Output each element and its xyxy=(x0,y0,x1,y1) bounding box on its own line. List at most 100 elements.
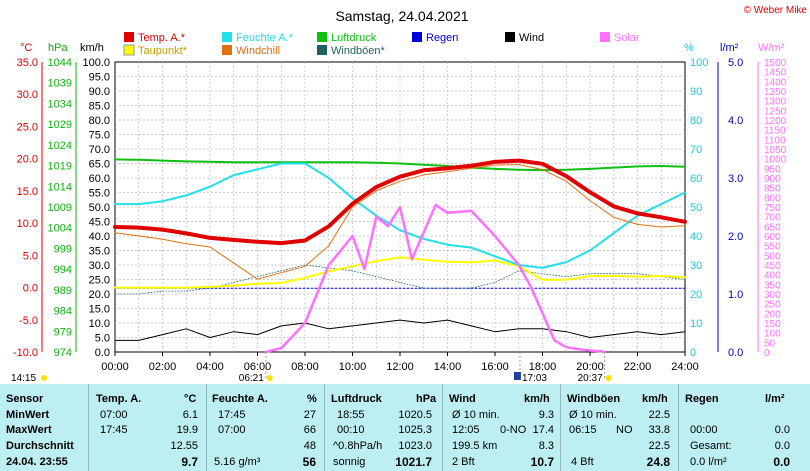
wind-tick-label: 95.0 xyxy=(89,72,110,84)
press-max-time: 00:10 xyxy=(337,424,365,436)
pressure-tick-label: 979 xyxy=(54,326,72,338)
temp-now: 9.7 xyxy=(181,455,198,469)
humidity-tick-label: 90 xyxy=(690,86,702,98)
table-divider xyxy=(88,384,89,471)
legend: Temp. A.* Feuchte A.* Luftdruck Regen Wind So… xyxy=(123,32,640,57)
table-divider xyxy=(678,384,679,471)
press-max-val: 1025.3 xyxy=(398,424,432,436)
solar-tick-label: 1300 xyxy=(764,97,787,108)
current-time-sun-icon xyxy=(41,375,47,381)
pressure-tick-label: 1044 xyxy=(48,57,72,69)
temp-min-time: 07:00 xyxy=(100,409,128,421)
hdr-rain-unit: l/m² xyxy=(765,393,785,405)
wind-bft: 2 Bft xyxy=(452,456,475,468)
solar-tick-label: 750 xyxy=(764,203,781,214)
temp-tick-label: 30.0 xyxy=(17,89,38,101)
rain-unit-label: l/m² xyxy=(720,42,739,54)
solar-tick-label: 150 xyxy=(764,319,781,330)
wind-tick-label: 0.0 xyxy=(95,347,110,359)
solar-tick-label: 1450 xyxy=(764,68,787,79)
rain-tick-label: 2.0 xyxy=(728,231,743,243)
legend-label: Luftdruck xyxy=(331,32,377,44)
gust-avg-val: 22.5 xyxy=(648,440,670,452)
copyright-text: © Weber Mike xyxy=(744,5,808,16)
rain-total-label: Gesamt: xyxy=(690,440,732,452)
pressure-tick-label: 1009 xyxy=(48,202,72,214)
wind-tick-label: 15.0 xyxy=(89,304,110,316)
solar-tick-label: 800 xyxy=(764,193,781,204)
legend-swatch xyxy=(222,32,232,42)
humidity-tick-label: 60 xyxy=(690,173,702,185)
wind-tick-label: 50.0 xyxy=(89,202,110,214)
current-time-label: 14:15 xyxy=(11,373,36,384)
hdr-press: Luftdruck xyxy=(331,393,382,405)
hdr-wind: Wind xyxy=(449,393,476,405)
pressure-tick-label: 994 xyxy=(54,264,72,276)
solar-tick-label: 1200 xyxy=(764,116,787,127)
rain-total-val: 0.0 xyxy=(774,440,790,452)
temp-tick-label: -5.0 xyxy=(19,315,38,327)
pressure-tick-label: 974 xyxy=(54,347,72,359)
solar-tick-label: 50 xyxy=(764,338,776,349)
temperature-line xyxy=(113,158,687,246)
wind-tick-label: 100.0 xyxy=(82,57,110,69)
solar-tick-label: 850 xyxy=(764,184,781,195)
press-min-time: 18:55 xyxy=(337,409,365,421)
wind-tick-label: 60.0 xyxy=(89,173,110,185)
wind-tick-label: 90.0 xyxy=(89,86,110,98)
humidity-tick-label: 50 xyxy=(690,202,702,214)
time-tick-label: 02:00 xyxy=(149,361,177,373)
wind-max-dir: 0-NO xyxy=(500,424,527,436)
solar-tick-label: 1000 xyxy=(764,155,787,166)
temp-tick-label: 0.0 xyxy=(23,283,38,295)
humidity-tick-label: 0 xyxy=(690,347,696,359)
gust-now: 24.8 xyxy=(646,455,670,469)
wind-max-val: 17.4 xyxy=(532,424,554,436)
temp-min-val: 6.1 xyxy=(182,409,198,421)
time-tick-label: 12:00 xyxy=(386,361,414,373)
solar-tick-label: 700 xyxy=(764,213,781,224)
solar-tick-label: 300 xyxy=(764,290,781,301)
temp-tick-label: 20.0 xyxy=(17,154,38,166)
row-label-min: MinWert xyxy=(6,409,50,421)
pressure-line xyxy=(114,158,686,172)
solar-tick-label: 1350 xyxy=(764,87,787,98)
dewpoint-line xyxy=(114,256,686,289)
solar-tick-label: 1250 xyxy=(764,106,787,117)
hdr-gust-unit: km/h xyxy=(642,393,668,405)
time-tick-label: 20:00 xyxy=(576,361,604,373)
sunrise-sun-icon xyxy=(266,375,273,381)
hum-min-val: 27 xyxy=(303,409,316,421)
pressure-tick-label: 1039 xyxy=(48,78,72,90)
legend-label: Windböen* xyxy=(331,45,386,57)
pressure-tick-label: 984 xyxy=(54,306,72,318)
wind-tick-label: 10.0 xyxy=(89,318,110,330)
legend-swatch xyxy=(412,32,422,42)
wind-tick-label: 30.0 xyxy=(89,260,110,272)
pressure-tick-label: 1024 xyxy=(48,140,72,152)
rain-tick-label: 5.0 xyxy=(728,57,743,69)
hdr-rain: Regen xyxy=(685,393,719,405)
rain-tick-label: 0.0 xyxy=(728,347,743,359)
wind-tick-label: 85.0 xyxy=(89,101,110,113)
time-tick-label: 18:00 xyxy=(529,361,557,373)
pressure-tick-label: 1029 xyxy=(48,119,72,131)
humidity-tick-label: 40 xyxy=(690,231,702,243)
temp-tick-label: 10.0 xyxy=(17,218,38,230)
pressure-tick-label: 999 xyxy=(54,243,72,255)
legend-swatch xyxy=(317,32,327,42)
wind-tick-label: 25.0 xyxy=(89,275,110,287)
pressure-unit-label: hPa xyxy=(48,42,68,54)
press-condition: sonnig xyxy=(333,456,366,468)
x-axis: 00:00 02:00 04:00 06:00 08:00 10:00 12:00 14:00… xyxy=(101,352,699,373)
chart-title: Samstag, 24.04.2021 xyxy=(335,8,468,24)
temp-tick-label: 25.0 xyxy=(17,121,38,133)
row-label-avg: Durchschnitt xyxy=(6,440,74,452)
rain-tick-label: 1.0 xyxy=(728,289,743,301)
pressure-tick-label: 1034 xyxy=(48,98,72,110)
wind-tick-label: 40.0 xyxy=(89,231,110,243)
hdr-hum: Feuchte A. xyxy=(212,393,268,405)
humidity-tick-label: 20 xyxy=(690,289,702,301)
hdr-wind-unit: km/h xyxy=(524,393,550,405)
legend-swatch xyxy=(222,45,232,55)
